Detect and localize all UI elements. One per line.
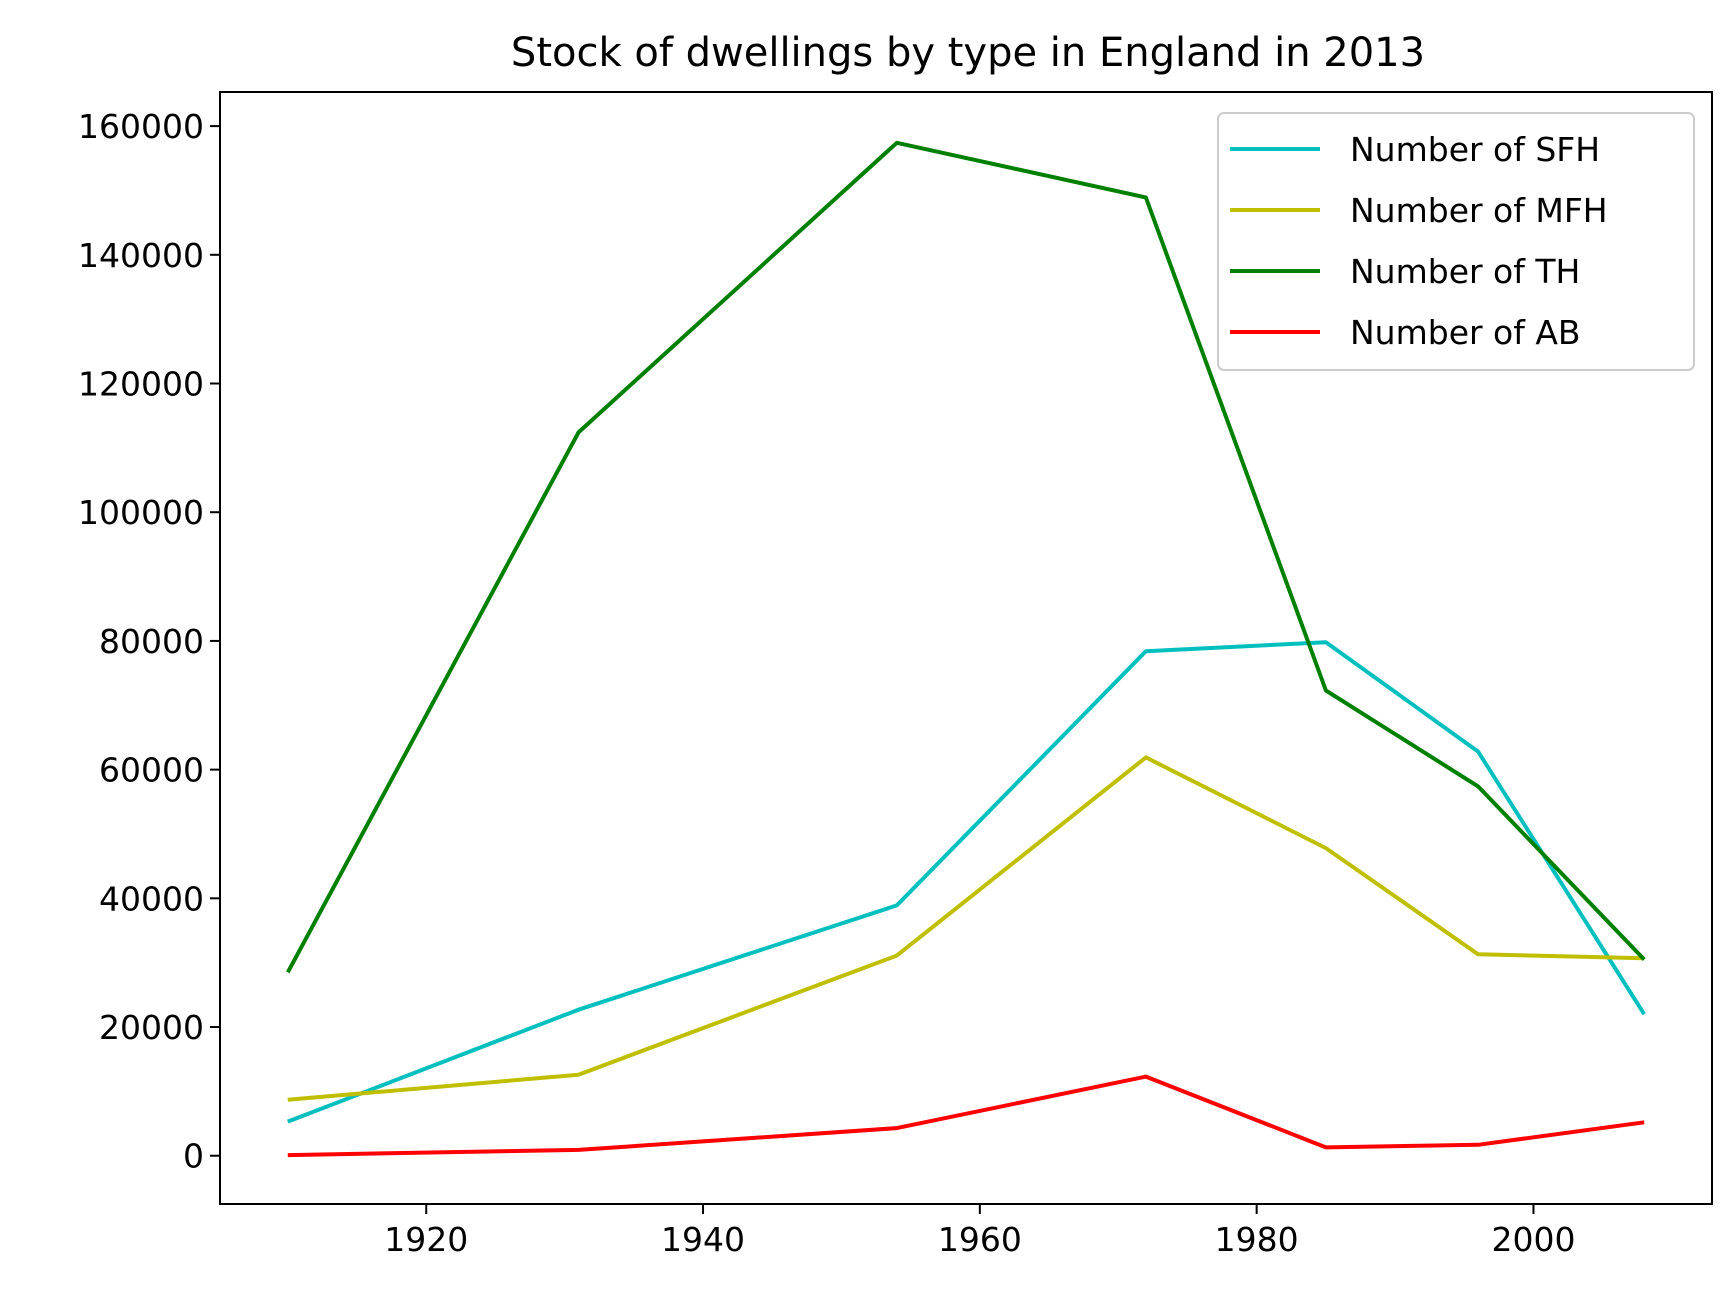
x-tick-label: 1980	[1215, 1220, 1299, 1259]
data-series	[286, 140, 1646, 1158]
y-tick-label: 160000	[78, 107, 204, 146]
chart-title: Stock of dwellings by type in England in…	[511, 30, 1425, 76]
legend-label-number-of-ab: Number of AB	[1350, 313, 1581, 352]
x-tick-label: 1960	[938, 1220, 1022, 1259]
y-tick-label: 140000	[78, 236, 204, 275]
legend: Number of SFH Number of MFH Number of TH Nu…	[1217, 112, 1695, 371]
series-line-number-of-sfh	[287, 640, 1646, 1124]
legend-label-number-of-sfh: Number of SFH	[1350, 130, 1600, 169]
x-tick-label: 1920	[384, 1220, 468, 1259]
y-tick-label: 0	[183, 1137, 204, 1176]
x-tick-label: 2000	[1491, 1220, 1575, 1259]
legend-box	[1217, 112, 1695, 371]
series-line-number-of-mfh	[287, 755, 1645, 1102]
legend-label-number-of-th: Number of TH	[1350, 252, 1580, 291]
series-line-number-of-ab	[287, 1074, 1645, 1158]
y-tick-label: 20000	[99, 1008, 204, 1047]
y-tick-label: 60000	[99, 751, 204, 790]
axes-frame	[219, 91, 1713, 1205]
axes-ticks: 1920 1940 1960 1980 200002000040000600008000…	[78, 107, 1575, 1259]
legend-label-number-of-mfh: Number of MFH	[1350, 191, 1608, 230]
series-line-number-of-th	[286, 140, 1646, 974]
y-tick-label: 100000	[78, 493, 204, 532]
x-tick-label: 1940	[661, 1220, 745, 1259]
y-tick-label: 40000	[99, 879, 204, 918]
y-tick-label: 120000	[78, 365, 204, 404]
y-tick-label: 80000	[99, 622, 204, 661]
